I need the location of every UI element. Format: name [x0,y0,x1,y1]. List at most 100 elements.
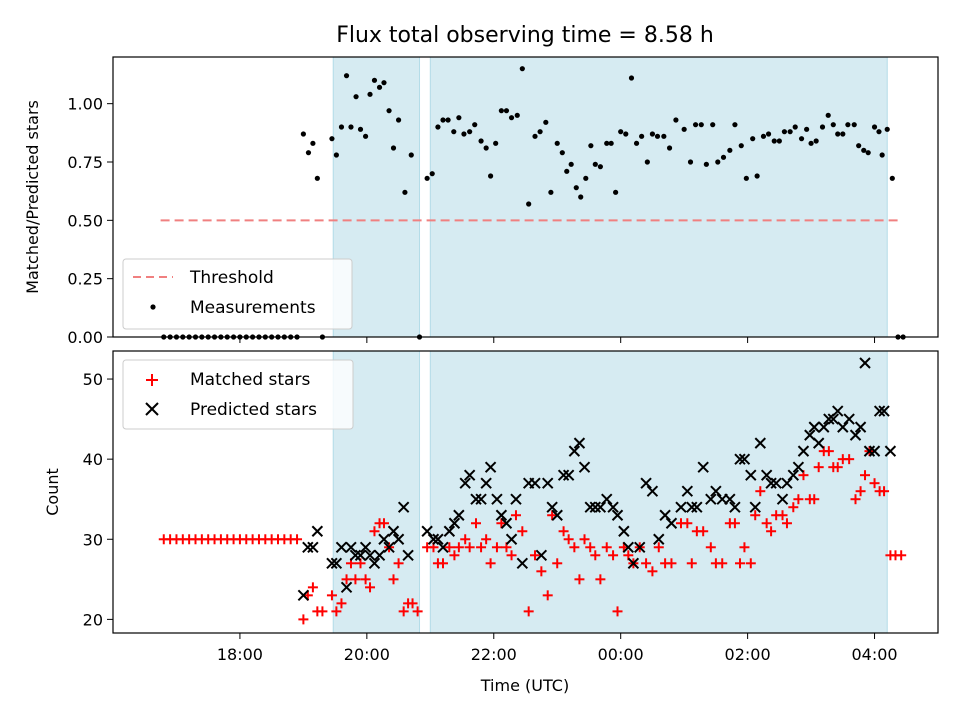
measurement-point [564,168,570,174]
matched-star-point [698,526,709,537]
matched-star-point [460,534,471,545]
measurement-point [687,159,694,165]
measurement-point [310,140,316,146]
predicted-star-point [459,477,471,489]
measurement-point [487,173,494,179]
predicted-star-point [340,581,353,594]
measurement-point [703,161,709,167]
measurement-point [798,136,805,142]
matched-star-point [717,558,728,569]
measurement-point [760,133,767,139]
measurement-point [390,145,397,151]
predicted-star-point [470,493,482,505]
measurement-point [861,147,867,153]
predicted-star-point [297,589,310,602]
top-y-axis-label: Matched/Predicted stars [23,100,42,294]
top-chart-panel: 0.00 0.25 0.50 0.75 1.00 Flux total observin… [23,23,939,347]
predicted-star-point [387,525,400,537]
bottom-y-axis-label: Count [43,468,62,516]
matched-star-point [438,558,448,569]
predicted-star-point [378,533,390,545]
top-axes-frame [112,56,939,338]
matched-star-point [590,550,601,561]
measurement-point [483,145,489,151]
matched-star-point [506,550,517,561]
measurement-point [623,131,629,137]
matched-star-point [412,606,423,617]
predicted-star-point [335,541,348,553]
predicted-star-point [745,469,757,481]
measurement-point [472,122,478,128]
measurement-point [710,122,716,128]
predicted-star-point [787,469,800,481]
matched-star-point [496,518,507,529]
measurement-point [792,124,798,130]
matched-star-point [398,606,409,617]
matched-star-point [574,574,585,585]
measurement-point [445,117,451,123]
matched-star-point [739,542,750,553]
predicted-star-point [611,509,624,521]
matched-star-point [449,550,460,561]
predicted-star-point [302,541,314,553]
bottom-legend: Matched stars Predicted stars [122,359,354,430]
matched-star-point [530,550,541,561]
measurement-point [548,189,554,195]
matched-star-point [481,534,492,545]
measurement-point [661,133,667,139]
matched-star-point [809,494,820,505]
measurement-point [840,131,846,137]
matched-star-point [579,534,590,545]
top-y-tick-label: 0.00 [67,328,103,347]
measurement-point [498,108,504,114]
matched-star-point [896,550,907,561]
measurement-point [692,122,699,128]
predicted-star-point [480,477,492,489]
matched-star-point [869,478,880,489]
predicted-star-point [373,549,386,561]
bottom-legend-box [122,359,354,430]
measurement-point [381,80,387,86]
measurement-point [732,122,738,128]
predicted-star-point [705,493,717,505]
predicted-star-point [646,485,659,497]
matched-star-point [542,590,553,601]
predicted-star-point [584,501,596,513]
matched-star-point [813,462,824,473]
measurement-point [461,131,467,137]
predicted-star-point [463,469,476,481]
measurement-point [604,140,610,146]
predicted-star-point [402,549,414,561]
matched-star-point [444,542,455,553]
measurement-point [424,175,430,181]
predicted-star-point [601,493,613,505]
matched-star-point [745,558,756,569]
measurement-point [519,66,525,72]
predicted-star-point [818,421,830,433]
measurement-point [395,117,402,123]
predicted-star-point [675,501,687,513]
matched-star-point [793,494,804,505]
predicted-star-point [859,357,871,369]
measurement-point [573,185,579,191]
predicted-star-point [710,485,722,497]
top-observing-interval [429,56,888,338]
predicted-star-point [562,469,575,481]
predicted-star-point [368,557,381,570]
predicted-star-point [873,405,886,417]
predicted-star-point [307,541,319,553]
measurement-point [845,122,851,128]
measurement-point [754,173,760,179]
predicted-star-point [686,501,698,513]
matched-star-point [608,550,619,561]
measurement-point [776,138,782,144]
matched-star-point [855,486,866,497]
matched-star-point [517,526,528,537]
predicted-star-point [827,413,839,425]
predicted-star-point [760,469,773,481]
predicted-star-point [542,477,554,489]
x-tick-label: 18:00 [217,645,263,664]
predicted-star-point [634,541,646,553]
predicted-star-point [311,525,324,537]
